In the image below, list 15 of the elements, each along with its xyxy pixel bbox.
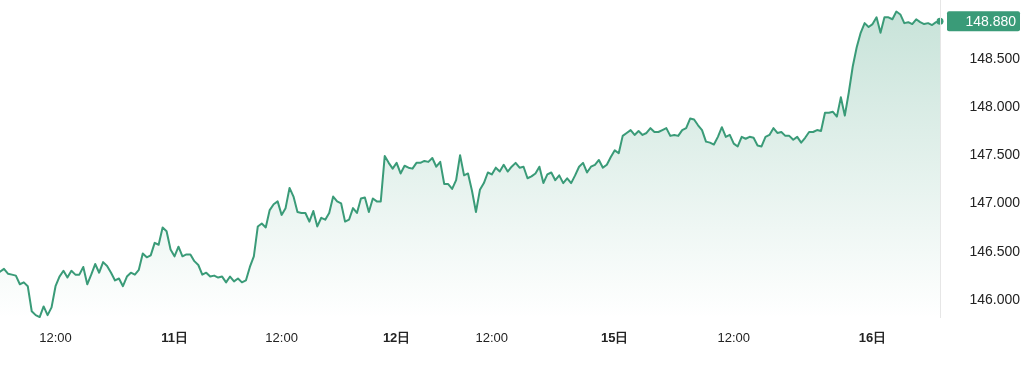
x-tick-label: 12:00 (717, 330, 751, 345)
x-tick-label: 12:00 (475, 330, 509, 345)
text: 148.880 (965, 13, 1017, 30)
y-tick-label: 147.500 (969, 146, 1021, 163)
x-tick-label: 12:00 (39, 330, 72, 345)
y-tick-label: 147.000 (969, 194, 1021, 211)
x-tick-label: 12:00 (265, 330, 298, 345)
x-tick-label: 12日 (382, 330, 411, 345)
y-tick-label: 146.000 (969, 290, 1021, 307)
x-tick-label: 11日 (161, 330, 188, 345)
x-tick-label: 16日 (858, 330, 887, 345)
y-tick-label: 146.500 (969, 242, 1021, 259)
y-tick-label: 148.000 (969, 98, 1021, 114)
x-tick-label: 15日 (601, 330, 629, 345)
y-tick-label: 148.500 (969, 49, 1021, 66)
